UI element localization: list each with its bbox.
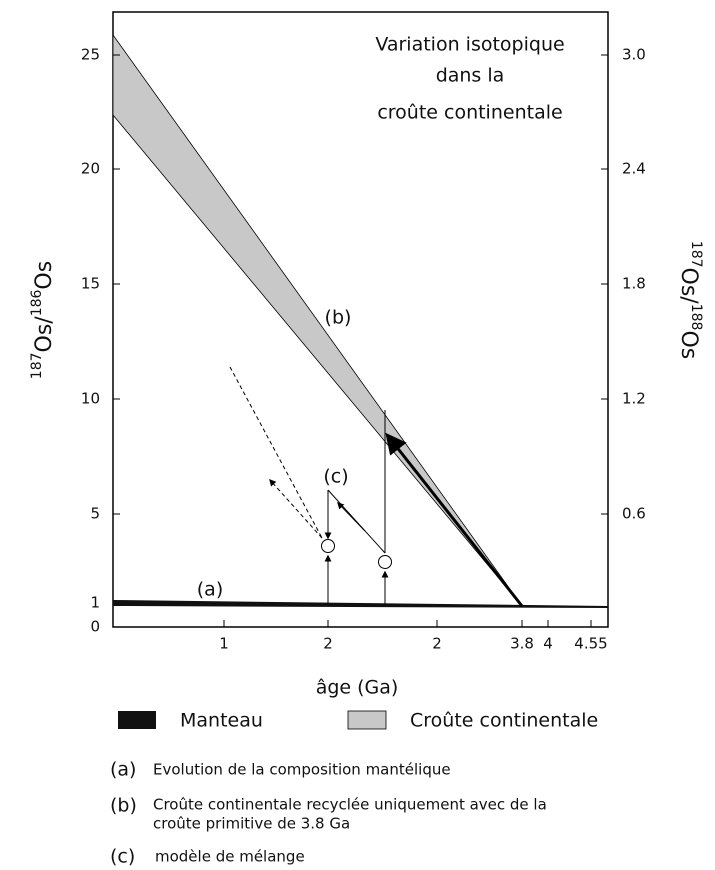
- bottom-axis-label: âge (Ga): [316, 677, 399, 699]
- y-tick-label: 3.0: [622, 46, 646, 64]
- x-tick-label: 4: [543, 635, 553, 653]
- y-tick-label: 1: [90, 594, 100, 612]
- legend-swatch: [118, 711, 156, 729]
- curve-label: (c): [323, 466, 348, 488]
- y-tick-label: 0: [90, 618, 100, 636]
- point: [378, 555, 392, 569]
- x-tick-label: 4.55: [574, 635, 607, 653]
- y-tick-label: 10: [81, 390, 100, 408]
- x-tick-label: 3.8: [510, 635, 534, 653]
- dashed-line: [229, 366, 323, 539]
- title: croûte continentale: [377, 102, 562, 124]
- y-tick-label: 5: [90, 505, 100, 523]
- note-text: modèle de mélange: [155, 848, 305, 866]
- right-axis-label: 187Os/188Os: [676, 241, 704, 359]
- y-tick-label: 0.6: [622, 505, 646, 523]
- curve-label: (b): [325, 307, 352, 329]
- dashed-arrow: [269, 478, 323, 539]
- title: Variation isotopique: [375, 34, 564, 56]
- note-key: (c): [110, 846, 135, 868]
- y-tick-label: 15: [81, 275, 100, 293]
- arrow: [337, 501, 366, 532]
- point: [321, 539, 335, 553]
- right-ticks: 3.0 2.4 1.8 1.2 0.6: [601, 46, 646, 523]
- mantle-band: [113, 600, 608, 608]
- x-tick-label: 2: [323, 635, 333, 653]
- note-key: (b): [110, 795, 137, 817]
- y-tick-label: 1.8: [622, 275, 646, 293]
- y-tick-label: 1.2: [622, 390, 646, 408]
- legend-swatch: [347, 710, 387, 730]
- x-tick-label: 2: [432, 635, 442, 653]
- note-text: Evolution de la composition mantélique: [153, 761, 451, 779]
- note-text: croûte primitive de 3.8 Ga: [153, 815, 350, 833]
- y-tick-label: 25: [81, 46, 100, 64]
- legend-label: Manteau: [180, 710, 263, 732]
- plot-frame: [112, 11, 609, 628]
- legend-label: Croûte continentale: [410, 710, 598, 732]
- y-tick-label: 20: [81, 160, 100, 178]
- y-tick-label: 2.4: [622, 160, 646, 178]
- crust-band: [112, 33, 523, 607]
- title: dans la: [436, 65, 505, 87]
- bottom-ticks: 1 2 2 3.8 4 4.55: [219, 620, 608, 653]
- note-text: Croûte continentale recyclée uniquement …: [153, 796, 547, 814]
- crust-arrow: [385, 432, 524, 607]
- x-tick-label: 1: [219, 635, 229, 653]
- note-key: (a): [110, 759, 136, 781]
- left-axis-label: 187Os/186Os: [29, 261, 57, 379]
- curve-label: (a): [197, 579, 223, 601]
